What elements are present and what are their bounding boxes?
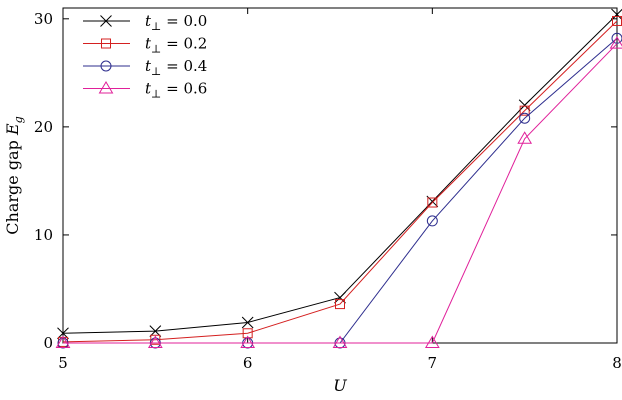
x-tick-label: 8 <box>612 354 622 372</box>
x-tick-label: 6 <box>243 354 253 372</box>
legend-marker <box>98 81 114 94</box>
series-line <box>63 43 618 344</box>
marker-stroke <box>611 8 622 21</box>
data-point <box>240 335 256 348</box>
legend-label: t⊥ = 0.6 <box>145 80 207 101</box>
legend-label: t⊥ = 0.4 <box>145 57 207 78</box>
data-point <box>332 335 348 348</box>
y-tick-label: 20 <box>34 118 53 136</box>
legend: t⊥ = 0.0t⊥ = 0.2t⊥ = 0.4t⊥ = 0.6 <box>83 12 207 101</box>
series-2 <box>57 32 622 349</box>
x-axis-label: U <box>333 376 347 395</box>
series-3 <box>55 36 622 348</box>
data-point <box>518 99 531 112</box>
legend-label: t⊥ = 0.2 <box>145 35 207 56</box>
axis-ticks: 5 6 7 8 0 10 20 30 <box>34 8 622 372</box>
legend-label: t⊥ = 0.0 <box>145 12 207 33</box>
data-point <box>150 334 161 345</box>
data-point <box>519 112 531 124</box>
legend-marker <box>100 60 112 72</box>
data-point <box>611 8 622 21</box>
x-tick-label: 5 <box>58 354 68 372</box>
marker-stroke <box>241 316 254 329</box>
legend-item-2: t⊥ = 0.4 <box>83 57 207 78</box>
data-point <box>427 197 438 208</box>
y-axis-label: Charge gap Eg <box>3 116 25 234</box>
x-tick-label: 7 <box>428 354 438 372</box>
data-point <box>147 335 163 348</box>
data-point <box>517 131 533 144</box>
data-point <box>609 36 622 49</box>
legend-marker <box>101 38 111 49</box>
data-point <box>55 335 71 348</box>
data-point <box>241 316 254 329</box>
y-tick-label: 30 <box>34 10 53 28</box>
series-0 <box>57 8 622 340</box>
data-point <box>611 32 622 44</box>
legend-item-1: t⊥ = 0.2 <box>83 35 207 56</box>
legend-item-3: t⊥ = 0.6 <box>83 80 207 101</box>
data-point <box>424 335 440 348</box>
series-line <box>62 20 618 343</box>
marker-stroke <box>334 291 346 304</box>
data-point <box>335 299 345 310</box>
data-point <box>334 291 346 304</box>
y-tick-label: 0 <box>43 334 53 352</box>
marker-stroke <box>518 99 531 112</box>
data-point <box>426 215 438 227</box>
marker-stroke <box>100 15 112 27</box>
series-lines <box>55 8 622 349</box>
legend-item-0: t⊥ = 0.0 <box>83 12 207 33</box>
legend-marker <box>100 15 112 27</box>
data-point <box>519 105 530 116</box>
y-tick-label: 10 <box>34 226 53 244</box>
